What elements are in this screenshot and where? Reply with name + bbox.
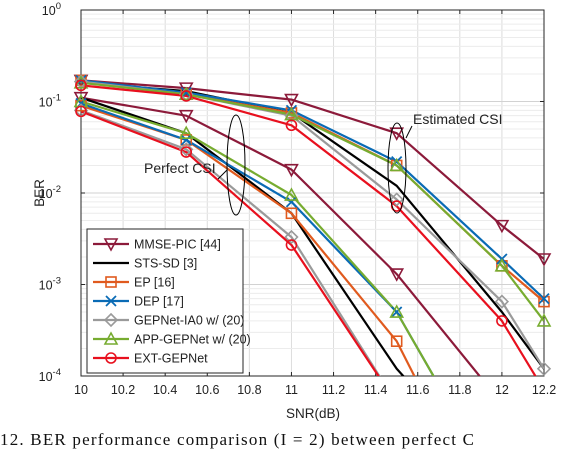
data-point-ep-16-perfect — [390, 335, 403, 348]
y-tick-label: 10-3 — [39, 276, 61, 293]
y-tick-label: 10-4 — [39, 367, 61, 384]
perfect-csi-ellipse — [226, 114, 246, 216]
data-point-ext-gepnet-perfect — [285, 239, 298, 251]
data-point-app-gepnet-w-20-estimated — [536, 313, 552, 327]
data-point-ep-16-perfect — [285, 207, 298, 220]
legend-label-dep-17: DEP [17] — [134, 295, 184, 309]
x-tick-label: 10.4 — [153, 383, 177, 397]
legend-label-gepnet-ia0-w-20: GEPNet-IA0 w/ (20) — [134, 314, 244, 328]
data-point-mmse-pic-44-perfect — [73, 91, 89, 106]
data-point-mmse-pic-44-perfect — [178, 109, 194, 124]
data-point-ext-gepnet-estimated — [496, 315, 508, 327]
data-point-ext-gepnet-estimated — [180, 90, 193, 102]
legend-marker-ext-gepnet — [105, 352, 117, 364]
data-point-app-gepnet-w-20-perfect — [284, 187, 299, 201]
figure-caption: 12. BER performance comparison (I = 2) b… — [0, 430, 476, 449]
data-point-ep-16-estimated — [538, 295, 550, 308]
legend-marker-gepnet-ia0-w-20 — [103, 312, 119, 328]
y-tick-label: 10-1 — [39, 93, 61, 110]
data-point-ext-gepnet-estimated — [285, 119, 298, 132]
y-tick-label: 100 — [42, 1, 61, 18]
data-point-gepnet-ia0-w-20-estimated — [284, 108, 299, 123]
legend: MMSE-PIC [44] STS-SD [3] EP [16] DEP [17] GE… — [86, 228, 251, 374]
legend-marker-app-gepnet-w-20 — [103, 331, 119, 345]
annotations: Estimated CSI Perfect CSI — [144, 111, 502, 216]
estimated-csi-pointer — [405, 125, 413, 139]
x-tick-label: 10 — [74, 383, 88, 397]
legend-marker-mmse-pic-44 — [103, 238, 119, 252]
x-axis-label: SNR(dB) — [286, 406, 340, 421]
legend-label-ep-16: EP [16] — [134, 276, 175, 290]
data-point-gepnet-ia0-w-20-estimated — [494, 294, 510, 309]
data-point-app-gepnet-w-20-perfect — [389, 304, 405, 318]
x-tick-label: 11.8 — [448, 383, 471, 397]
perfect-csi-pointer — [217, 169, 228, 180]
data-point-mmse-pic-44-estimated — [284, 93, 299, 108]
data-point-mmse-pic-44-perfect — [389, 268, 405, 282]
data-point-gepnet-ia0-w-20-perfect — [284, 229, 299, 245]
series-line-mmse-pic-44-estimated — [81, 79, 544, 260]
data-point-dep-17-estimated — [538, 293, 550, 305]
estimated-csi-ellipse — [387, 122, 407, 214]
x-tick-label: 11 — [285, 383, 298, 397]
data-point-ep-16-perfect — [180, 134, 193, 146]
series-line-ext-gepnet-estimated — [81, 84, 537, 376]
data-point-gepnet-ia0-w-20-estimated — [389, 192, 404, 207]
legend-label-sts-sd-3: STS-SD [3] — [134, 257, 197, 271]
data-point-gepnet-ia0-w-20-perfect — [179, 142, 194, 157]
data-point-gepnet-ia0-w-20-estimated — [536, 361, 552, 376]
data-point-ext-gepnet-estimated — [75, 79, 87, 92]
data-point-mmse-pic-44-estimated — [494, 219, 510, 234]
data-point-dep-17-perfect — [391, 306, 403, 318]
y-axis-label: BER — [32, 179, 47, 207]
x-tick-label: 12.2 — [532, 383, 556, 397]
x-tick-label: 11.6 — [406, 383, 429, 397]
series-line-dep-17-estimated — [81, 79, 544, 300]
x-tick-label: 10.8 — [237, 383, 261, 397]
data-point-ext-gepnet-perfect — [75, 105, 87, 118]
x-tick-label: 11.4 — [364, 383, 387, 397]
x-tick-label: 12 — [495, 383, 509, 397]
data-point-mmse-pic-44-perfect — [284, 163, 299, 178]
legend-items: MMSE-PIC [44] STS-SD [3] EP [16] DEP [17] GE… — [93, 238, 251, 366]
perfect-csi-label: Perfect CSI — [144, 160, 216, 176]
x-tick-label: 11.2 — [322, 383, 345, 397]
legend-label-app-gepnet-w-20: APP-GEPNet w/ (20) — [134, 333, 251, 347]
data-point-app-gepnet-w-20-estimated — [494, 258, 510, 272]
data-point-dep-17-perfect — [285, 196, 298, 208]
series-line-app-gepnet-w-20-perfect — [81, 100, 435, 376]
x-tick-label: 10.6 — [195, 383, 219, 397]
data-point-app-gepnet-w-20-estimated — [389, 157, 405, 172]
x-tick-label: 10.2 — [111, 383, 135, 397]
data-point-dep-17-perfect — [180, 134, 192, 146]
series-line-gepnet-ia0-w-20-perfect — [81, 109, 381, 376]
estimated-csi-label: Estimated CSI — [413, 111, 502, 127]
series-line-mmse-pic-44-perfect — [81, 96, 481, 376]
series-line-ext-gepnet-perfect — [81, 110, 380, 376]
data-point-mmse-pic-44-estimated — [389, 127, 405, 141]
data-point-app-gepnet-w-20-perfect — [178, 125, 194, 140]
data-point-mmse-pic-44-estimated — [536, 253, 552, 267]
legend-marker-ep-16 — [105, 276, 117, 288]
data-point-ext-gepnet-perfect — [180, 146, 193, 158]
series-group — [73, 74, 552, 376]
legend-label-ext-gepnet: EXT-GEPNet — [134, 352, 208, 366]
legend-label-mmse-pic-44: MMSE-PIC [44] — [134, 238, 221, 252]
legend-marker-dep-17 — [105, 295, 117, 307]
ber-chart: 10 10.2 10.4 10.6 10.8 11 11.2 11.4 11.6 11.8 12 12… — [32, 1, 556, 421]
data-point-app-gepnet-w-20-estimated — [178, 86, 194, 101]
series-line-app-gepnet-w-20-estimated — [81, 81, 544, 322]
